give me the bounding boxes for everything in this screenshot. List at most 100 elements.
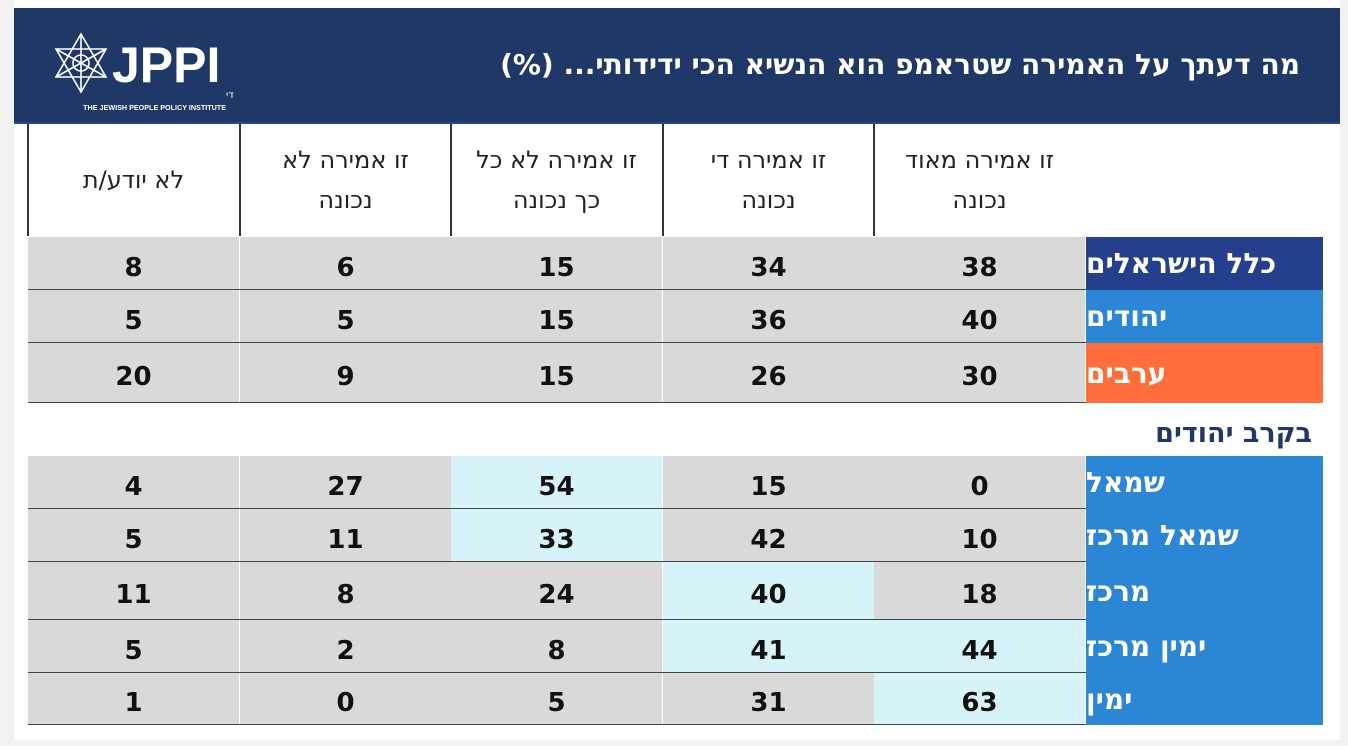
table-cell: 11 (28, 562, 239, 620)
table-cell: 30 (874, 343, 1085, 403)
row-divider (28, 508, 1086, 509)
cell-value: 6 (336, 252, 355, 283)
cell-value: 10 (961, 524, 998, 555)
row-divider (28, 724, 1086, 725)
row-divider (28, 619, 1086, 620)
star-of-david-icon: JPPI המכון למדיניות העם היהודי THE JEWIS… (54, 32, 340, 112)
table-cell: 15 (451, 290, 662, 343)
cell-value: 38 (961, 252, 998, 283)
cell-value: 5 (124, 635, 143, 666)
cell-value: 30 (961, 362, 998, 392)
cell-value: 15 (538, 252, 575, 283)
table-cell: 0 (874, 456, 1085, 509)
cell-value: 4 (124, 471, 143, 502)
table-cell: 40 (663, 562, 874, 620)
row-divider (28, 402, 1086, 403)
cell-value: 40 (961, 305, 998, 336)
cell-value: 44 (961, 635, 998, 666)
cell-value: 2 (336, 635, 355, 666)
cell-value: 42 (750, 524, 787, 555)
table-cell: 1 (28, 673, 239, 725)
column-header: זו אמירה לא כל כך נכונה (476, 146, 637, 214)
table-cell: 5 (451, 673, 662, 725)
table-cell: 0 (240, 673, 451, 725)
table-cell: 10 (874, 509, 1085, 562)
table-cell: 42 (663, 509, 874, 562)
cell-value: 15 (538, 362, 575, 392)
cell-value: 26 (750, 362, 787, 392)
table-cell: 9 (240, 343, 451, 403)
cell-value: 36 (750, 305, 787, 336)
row-divider (28, 342, 1086, 343)
table-cell: 36 (663, 290, 874, 343)
column-header: זו אמירה די נכונה (710, 146, 827, 214)
table-cell: 33 (451, 509, 662, 562)
column-header: לא יודע/ת (82, 166, 185, 194)
header-divider (27, 124, 29, 236)
table-cell: 6 (240, 237, 451, 290)
logo-hebrew: המכון למדיניות העם היהודי (226, 90, 234, 101)
row-label: שמאל (1086, 456, 1323, 509)
section-label: בקרב יהודים (1155, 418, 1312, 449)
table-cell: 8 (28, 237, 239, 290)
cell-value: 8 (336, 580, 355, 610)
table-cell: 8 (451, 620, 662, 673)
table-cell: 54 (451, 456, 662, 509)
table-cell: 5 (240, 290, 451, 343)
cell-value: 20 (115, 362, 152, 392)
cell-value: 5 (336, 305, 355, 336)
header-bar: JPPI המכון למדיניות העם היהודי THE JEWIS… (14, 8, 1340, 124)
table-cell: 2 (240, 620, 451, 673)
table-cell: 20 (28, 343, 239, 403)
cell-value: 34 (750, 252, 787, 283)
row-label: יהודים (1086, 290, 1323, 343)
table-cell: 38 (874, 237, 1085, 290)
cell-value: 11 (327, 524, 364, 555)
table-cell: 5 (28, 509, 239, 562)
table-cell: 8 (240, 562, 451, 620)
table-cell: 5 (28, 620, 239, 673)
row-divider (28, 561, 1086, 562)
header-divider (662, 124, 664, 236)
header-divider (239, 124, 241, 236)
column-header: זו אמירה מאוד נכונה (904, 146, 1055, 214)
table-cell: 26 (663, 343, 874, 403)
row-label: כלל הישראלים (1086, 237, 1323, 290)
table-cell: 24 (451, 562, 662, 620)
cell-value: 15 (750, 471, 787, 502)
cell-value: 9 (336, 362, 355, 392)
table-cell: 4 (28, 456, 239, 509)
cell-value: 0 (336, 688, 355, 718)
row-label: ערבים (1086, 343, 1323, 403)
jppi-logo: JPPI המכון למדיניות העם היהודי THE JEWIS… (54, 32, 340, 112)
cell-value: 5 (547, 688, 566, 718)
table-cell: 31 (663, 673, 874, 725)
cell-value: 15 (538, 305, 575, 336)
cell-value: 27 (327, 471, 364, 502)
logo-brand: JPPI (112, 37, 220, 93)
cell-value: 40 (750, 580, 787, 610)
cell-value: 8 (124, 252, 143, 283)
table-cell: 40 (874, 290, 1085, 343)
cell-value: 5 (124, 305, 143, 336)
cell-value: 5 (124, 524, 143, 555)
row-label: ימין (1086, 673, 1323, 725)
row-divider (28, 289, 1086, 290)
row-divider (28, 672, 1086, 673)
cell-value: 63 (961, 688, 998, 718)
column-header: זו אמירה לא נכונה (282, 146, 409, 214)
table-cell: 15 (663, 456, 874, 509)
logo-english: THE JEWISH PEOPLE POLICY INSTITUTE (83, 103, 226, 112)
table-cell: 34 (663, 237, 874, 290)
cell-value: 54 (538, 471, 575, 502)
table-cell: 11 (240, 509, 451, 562)
cell-value: 8 (547, 635, 566, 666)
header-divider (873, 124, 875, 236)
cell-value: 24 (538, 580, 575, 610)
cell-value: 41 (750, 635, 787, 666)
row-label: שמאל מרכז (1086, 509, 1323, 562)
table-cell: 15 (451, 343, 662, 403)
table-cell: 18 (874, 562, 1085, 620)
cell-value: 33 (538, 524, 575, 555)
cell-value: 18 (961, 580, 998, 610)
